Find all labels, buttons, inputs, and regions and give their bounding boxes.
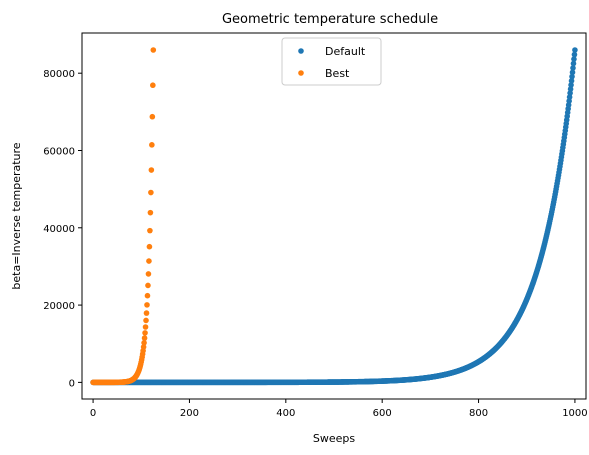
x-tick-label: 1000	[562, 408, 587, 419]
x-tick-label: 200	[180, 408, 199, 419]
legend-label-best: Best	[325, 67, 350, 80]
x-tick-label: 400	[276, 408, 295, 419]
data-point-best	[141, 335, 148, 341]
data-point-default	[567, 90, 573, 96]
y-tick-label: 0	[69, 378, 75, 389]
data-point-best	[143, 317, 149, 324]
legend-marker-default	[298, 48, 304, 54]
legend-marker-best	[298, 70, 304, 76]
data-point-best	[145, 271, 152, 277]
data-point-best	[148, 189, 154, 196]
y-axis: 0 20000 40000 60000 80000	[43, 69, 82, 389]
data-point-best	[149, 113, 156, 120]
legend: Default Best	[281, 37, 382, 86]
plot-area	[81, 32, 587, 400]
data-point-best	[146, 258, 152, 264]
data-point-default	[572, 47, 578, 53]
data-point-best	[140, 344, 147, 350]
data-point-best	[144, 302, 150, 308]
legend-label-default: Default	[325, 45, 366, 58]
x-tick-label: 800	[469, 408, 488, 419]
data-point-default	[571, 56, 577, 62]
data-point-default	[567, 86, 574, 92]
data-point-best	[142, 324, 149, 330]
data-point-default	[571, 51, 578, 58]
plot-frame	[81, 32, 587, 400]
y-tick-label: 20000	[43, 301, 75, 312]
chart-title: Geometric temperature schedule	[222, 12, 438, 27]
data-point-best	[150, 82, 156, 89]
y-tick-label: 80000	[43, 69, 75, 80]
y-tick-label: 40000	[43, 224, 75, 235]
data-point-default	[570, 60, 577, 67]
x-tick-label: 600	[373, 408, 392, 419]
x-axis: 0 200 400 600 800 1000	[90, 399, 588, 419]
data-point-best	[149, 142, 155, 148]
data-points	[90, 47, 578, 386]
data-point-default	[569, 69, 576, 76]
x-axis-label: Sweeps	[313, 432, 355, 445]
data-point-default	[568, 82, 574, 88]
data-point-best	[142, 330, 148, 336]
data-point-best	[148, 167, 155, 173]
data-point-best	[141, 340, 147, 346]
data-point-best	[145, 282, 151, 289]
data-point-best	[147, 209, 154, 216]
data-point-best	[146, 243, 153, 250]
y-axis-label: beta=Inverse temperature	[10, 142, 23, 289]
y-tick-label: 60000	[43, 146, 75, 157]
data-point-default	[569, 73, 575, 80]
x-tick-label: 0	[90, 408, 96, 419]
data-point-best	[150, 47, 157, 53]
data-point-best	[143, 310, 150, 316]
data-point-default	[568, 78, 575, 84]
data-point-best	[144, 292, 151, 299]
data-point-default	[570, 65, 576, 71]
legend-box	[281, 37, 382, 86]
data-point-best	[147, 227, 153, 234]
